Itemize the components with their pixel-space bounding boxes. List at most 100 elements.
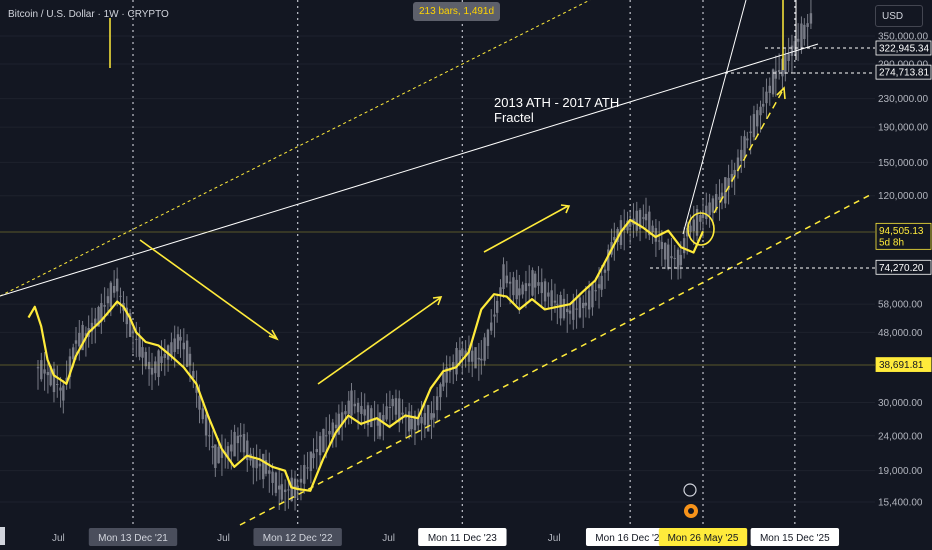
price-bar-body (724, 177, 727, 204)
price-bar-body (518, 288, 521, 296)
price-bar-body (790, 45, 794, 56)
price-bar-body (471, 350, 474, 362)
time-tick-label: Jul (217, 533, 230, 544)
price-bar-body (68, 356, 72, 378)
price-bar-body (635, 210, 638, 231)
price-bar-body (493, 314, 496, 317)
price-bar-body (157, 350, 160, 378)
price-bar-body (112, 285, 116, 293)
price-bar-body (575, 308, 578, 310)
price-bar-body (360, 405, 363, 415)
price-axis-background (875, 0, 932, 550)
price-bar-body (502, 264, 505, 289)
price-bar-body (236, 435, 240, 444)
time-label-text: Mon 15 Dec '25 (760, 533, 830, 544)
bottom-logo (683, 483, 698, 518)
price-bar-body (439, 384, 442, 398)
price-bar-body (682, 238, 686, 254)
price-bar-body (699, 215, 702, 222)
price-bar-body (692, 219, 695, 232)
arrow-down-head (268, 329, 279, 341)
trend-line (0, 43, 819, 297)
price-bar-body (170, 342, 173, 356)
price-bar-body (499, 287, 502, 295)
price-bar-body (591, 283, 594, 308)
price-bar-body (720, 192, 724, 199)
price-bar-body (378, 412, 382, 437)
price-bar-body (141, 347, 144, 358)
price-bar-body (410, 418, 413, 430)
price-bar-body (296, 485, 299, 489)
price-bar-body (388, 407, 392, 409)
price-bar-body (800, 23, 803, 50)
price-bar-body (553, 300, 557, 303)
price-bar-body (40, 360, 43, 380)
price-label-value: 274,713.81 (879, 68, 929, 79)
price-bar-body (644, 213, 648, 221)
price-bar-body (594, 290, 597, 292)
price-bar-body (100, 303, 103, 322)
price-bar-body (391, 398, 394, 407)
price-bar-body (233, 431, 236, 457)
price-bar-body (201, 408, 204, 420)
price-bar-body (474, 347, 477, 369)
price-bar-body (128, 313, 132, 337)
price-bar-body (56, 384, 59, 386)
price-bar-body (445, 367, 448, 383)
price-bar-body (638, 209, 642, 230)
price-bar-body (324, 435, 328, 437)
symbol-title[interactable]: Bitcoin / U.S. Dollar · 1W · CRYPTO (8, 9, 169, 20)
price-bar-body (584, 302, 588, 306)
price-bar-body (252, 458, 255, 468)
price-bar-body (318, 436, 322, 456)
price-bar-body (430, 413, 433, 420)
price-bar-body (420, 416, 423, 424)
price-bar-body (84, 333, 88, 336)
price-bar-body (226, 446, 230, 459)
price-bar-body (36, 367, 40, 369)
price-bar-body (768, 85, 771, 93)
price-bar-body (340, 412, 344, 425)
price-bar-body (642, 217, 645, 219)
price-bar-body (283, 489, 287, 493)
price-bar-body (344, 411, 347, 415)
price-bar-body (648, 211, 651, 236)
refresh-icon[interactable] (683, 483, 697, 497)
price-bar-body (271, 471, 274, 483)
price-bar-body (467, 348, 471, 362)
price-bar-body (154, 361, 157, 374)
price-tick-label: 15,400.00 (878, 498, 923, 509)
price-bar-body (182, 342, 185, 350)
price-bar-body (550, 290, 553, 307)
price-bar-body (230, 444, 233, 452)
price-bar-body (759, 106, 762, 116)
price-bar-body (658, 240, 661, 242)
price-bar-body (616, 228, 619, 242)
price-bar-body (43, 369, 46, 374)
price-bar-body (242, 434, 246, 453)
price-bar-body (65, 377, 68, 382)
price-label-box (875, 64, 932, 80)
price-bar-body (90, 322, 94, 332)
price-bar-body (198, 395, 201, 410)
price-bar-body (442, 372, 445, 387)
price-bar-body (423, 413, 427, 425)
price-bar-body (119, 295, 122, 297)
price-bar-body (211, 446, 214, 448)
price-bar-body (337, 413, 341, 435)
price-bar-body (376, 418, 380, 426)
price-bar-body (385, 406, 388, 420)
price-bar-body (115, 278, 119, 292)
price-bar-body (173, 338, 176, 353)
price-bar-body (556, 303, 559, 305)
price-bar-body (461, 348, 464, 357)
price-bar-body (125, 307, 128, 325)
arrow-up-2-shaft (483, 205, 569, 253)
time-axis[interactable]: Jul Mon 13 Dec '21 Jul Mon 12 Dec '22 Jul Mon… (52, 528, 840, 546)
price-bar-body (220, 449, 224, 458)
price-bar-body (398, 398, 401, 423)
currency-button[interactable]: USD (875, 5, 923, 27)
price-bar-body (793, 41, 797, 49)
